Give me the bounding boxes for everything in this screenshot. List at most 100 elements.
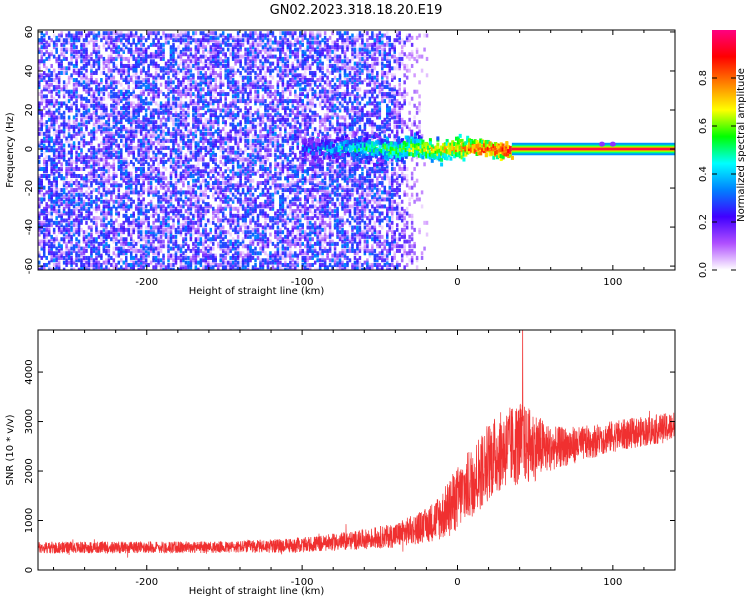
noise-cell (187, 113, 190, 118)
noise-cell (92, 260, 96, 265)
noise-cell (236, 251, 240, 256)
noise-cell (129, 206, 133, 211)
noise-cell (251, 33, 255, 38)
noise-cell (236, 174, 240, 178)
noise-cell (177, 204, 180, 209)
noise-cell (127, 171, 130, 176)
noise-cell (107, 244, 111, 249)
noise-cell (234, 54, 237, 59)
noise-cell (77, 246, 81, 251)
noise-cell (77, 195, 81, 200)
noise-cell (60, 197, 63, 202)
noise-cell (244, 192, 247, 197)
noise-cell (50, 192, 53, 197)
noise-cell (75, 136, 78, 141)
noise-cell (38, 159, 41, 164)
noise-cell (197, 152, 200, 157)
noise-cell (55, 220, 58, 225)
noise-cell (65, 262, 68, 267)
noise-cell (137, 148, 140, 153)
noise-cell (95, 251, 98, 256)
noise-cell (167, 115, 170, 120)
noise-cell (125, 195, 128, 200)
noise-cell (189, 204, 193, 209)
noise-cell (224, 59, 227, 64)
noise-cell (97, 204, 101, 209)
noise-cell (40, 35, 43, 40)
noise-cell (202, 216, 205, 221)
noise-cell (87, 164, 91, 169)
noise-cell (194, 59, 198, 64)
noise-cell (42, 94, 46, 99)
noise-cell (189, 176, 193, 181)
noise-cell (152, 80, 155, 85)
noise-cell (209, 141, 213, 146)
noise-cell (120, 206, 123, 211)
noise-cell (194, 120, 198, 125)
noise-cell (204, 255, 208, 260)
noise-cell (199, 213, 203, 218)
noise-cell (234, 262, 237, 267)
noise-cell (115, 171, 118, 176)
noise-cell (229, 223, 232, 228)
noise-cell (246, 92, 250, 97)
noise-cell (224, 113, 227, 118)
noise-cell (152, 244, 155, 249)
noise-cell (244, 176, 247, 181)
noise-cell (87, 99, 91, 104)
noise-cell (77, 35, 81, 40)
noise-cell (199, 115, 203, 120)
noise-cell (152, 52, 155, 57)
noise-cell (120, 40, 123, 45)
noise-cell (192, 225, 195, 230)
noise-cell (127, 197, 130, 202)
noise-cell (67, 199, 71, 204)
noise-cell (72, 204, 76, 209)
noise-cell (60, 251, 63, 256)
noise-cell (189, 54, 193, 59)
noise-cell (52, 183, 56, 188)
noise-cell (249, 106, 252, 111)
noise-cell (204, 63, 208, 68)
noise-cell (221, 265, 225, 270)
noise-cell (72, 258, 76, 263)
noise-cell (169, 267, 173, 270)
noise-cell (179, 49, 183, 54)
noise-cell (115, 122, 118, 127)
noise-cell (60, 101, 63, 106)
noise-cell (70, 54, 73, 59)
noise-cell (120, 227, 123, 232)
noise-cell (107, 115, 111, 120)
noise-cell (179, 120, 183, 125)
noise-cell (47, 223, 51, 228)
noise-cell (194, 124, 198, 129)
noise-cell (234, 241, 237, 246)
noise-cell (129, 110, 133, 115)
noise-cell (122, 237, 126, 242)
noise-cell (112, 75, 116, 80)
noise-cell (187, 145, 190, 150)
noise-cell (97, 115, 101, 120)
noise-cell (174, 103, 178, 108)
noise-cell (214, 262, 217, 267)
noise-cell (129, 101, 133, 106)
noise-cell (117, 96, 121, 101)
noise-cell (231, 38, 235, 43)
noise-cell (169, 230, 173, 235)
noise-cell (42, 227, 46, 232)
noise-cell (102, 227, 106, 232)
noise-cell (50, 223, 53, 228)
noise-cell (172, 96, 175, 101)
noise-cell (154, 101, 158, 106)
noise-cell (157, 103, 160, 108)
noise-cell (125, 45, 128, 50)
noise-cell (207, 204, 210, 209)
noise-cell (65, 260, 68, 265)
noise-cell (202, 162, 205, 167)
noise-cell (77, 31, 81, 36)
noise-cell (95, 96, 98, 101)
noise-cell (214, 85, 217, 90)
noise-cell (134, 183, 138, 188)
noise-cell (38, 141, 41, 146)
noise-cell (162, 45, 165, 50)
